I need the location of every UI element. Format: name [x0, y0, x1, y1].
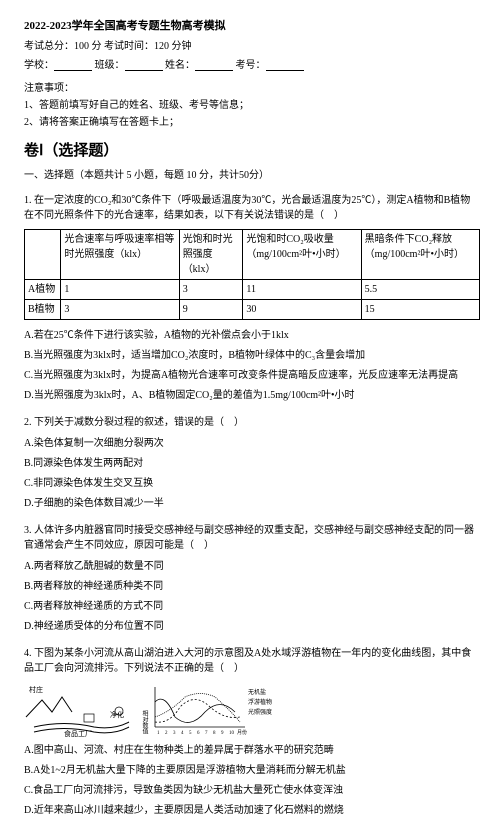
svg-text:2: 2	[165, 731, 168, 736]
svg-text:食品工厂: 食品工厂	[64, 729, 92, 737]
exam-meta: 考试总分：100 分 考试时间：120 分钟	[24, 39, 480, 54]
svg-text:7: 7	[205, 731, 208, 736]
q1-stem: 1. 在一定浓度的CO₂和30℃条件下（呼吸最适温度为30℃，光合最适温度为25…	[24, 193, 480, 223]
label-school: 学校：	[24, 58, 54, 73]
section-1-sub: 一、选择题（本题共计 5 小题，每题 10 分，共计50分）	[24, 168, 480, 183]
cell: B植物	[25, 300, 61, 320]
svg-text:光照强度: 光照强度	[248, 708, 272, 716]
line-chart-icon: 相对数值 1 2 3 4 5 6 7 8 9 10 月份 无机盐 浮游植物 光照…	[140, 682, 280, 737]
q4-stem: 4. 下图为某条小河流从高山湖泊进入大河的示意图及A处水域浮游植物在一年内的变化…	[24, 646, 480, 676]
q1-table: 光合速率与呼吸速率相等时光照强度（klx） 光饱和时光照强度（klx） 光饱和时…	[24, 229, 480, 320]
cell: 光饱和时CO₂吸收量（mg/100cm²叶•小时）	[243, 230, 361, 280]
cell: 5.5	[361, 280, 479, 300]
q1-opt-c: C.当光照强度为3klx时，为提高A植物光合速率可改变条件提高暗反应速率，光反应…	[24, 368, 480, 383]
q1-opt-b: B.当光照强度为3klx时，适当增加CO₂浓度时，B植物叶绿体中的C₃含量会增加	[24, 348, 480, 363]
cell: A植物	[25, 280, 61, 300]
q2-opt-b: B.同源染色体发生两两配对	[24, 456, 480, 471]
scene-diagram-icon: 村庄 食品工厂 净化	[24, 682, 134, 737]
q3-opt-d: D.神经递质受体的分布位置不同	[24, 619, 480, 634]
question-1: 1. 在一定浓度的CO₂和30℃条件下（呼吸最适温度为30℃，光合最适温度为25…	[24, 193, 480, 403]
blank-name[interactable]	[195, 60, 233, 71]
q4-figure: 村庄 食品工厂 净化 相对数值 1 2 3 4 5 6 7 8 9 10 月	[24, 682, 480, 737]
q3-opt-a: A.两者释放乙酰胆碱的数量不同	[24, 559, 480, 574]
cell: 15	[361, 300, 479, 320]
svg-text:10: 10	[229, 731, 235, 736]
table-row: A植物 1 3 11 5.5	[25, 280, 480, 300]
exam-title: 2022-2023学年全国高考专题生物高考模拟	[24, 18, 480, 35]
svg-text:5: 5	[189, 731, 192, 736]
question-4: 4. 下图为某条小河流从高山湖泊进入大河的示意图及A处水域浮游植物在一年内的变化…	[24, 646, 480, 818]
q3-stem: 3. 人体许多内脏器官同时接受交感神经与副交感神经的双重支配，交感神经与副交感神…	[24, 523, 480, 553]
cell: 3	[61, 300, 179, 320]
question-2: 2. 下列关于减数分裂过程的叙述，错误的是（ ） A.染色体复制一次细胞分裂两次…	[24, 415, 480, 511]
cell: 光饱和时光照强度（klx）	[179, 230, 243, 280]
q2-opt-a: A.染色体复制一次细胞分裂两次	[24, 436, 480, 451]
q2-stem: 2. 下列关于减数分裂过程的叙述，错误的是（ ）	[24, 415, 480, 430]
question-3: 3. 人体许多内脏器官同时接受交感神经与副交感神经的双重支配，交感神经与副交感神…	[24, 523, 480, 634]
svg-text:相对数值: 相对数值	[141, 709, 148, 735]
q2-opt-d: D.子细胞的染色体数目减少一半	[24, 496, 480, 511]
blank-class[interactable]	[125, 60, 163, 71]
blank-school[interactable]	[54, 60, 92, 71]
cell	[25, 230, 61, 280]
section-1-heading: 卷Ⅰ（选择题）	[24, 140, 480, 163]
svg-text:村庄: 村庄	[29, 685, 43, 694]
svg-text:月份: 月份	[237, 729, 247, 736]
q2-opt-c: C.非同源染色体发生交叉互换	[24, 476, 480, 491]
table-row: B植物 3 9 30 15	[25, 300, 480, 320]
cell: 黑暗条件下CO₂释放（mg/100cm²叶•小时）	[361, 230, 479, 280]
cell: 9	[179, 300, 243, 320]
cell: 3	[179, 280, 243, 300]
q4-opt-b: B.A处1~2月无机盐大量下降的主要原因是浮游植物大量消耗而分解无机盐	[24, 763, 480, 778]
q3-opt-b: B.两者释放的神经递质种类不同	[24, 579, 480, 594]
form-line: 学校： 班级： 姓名： 考号：	[24, 58, 480, 73]
q4-opt-a: A.图中高山、河流、村庄在生物种类上的差异属于群落水平的研究范畴	[24, 743, 480, 758]
q4-opt-d: D.近年来高山冰川越来越少，主要原因是人类活动加速了化石燃料的燃烧	[24, 803, 480, 818]
svg-text:无机盐: 无机盐	[248, 688, 266, 696]
svg-text:8: 8	[213, 731, 216, 736]
table-row: 光合速率与呼吸速率相等时光照强度（klx） 光饱和时光照强度（klx） 光饱和时…	[25, 230, 480, 280]
label-id: 考号：	[236, 58, 266, 73]
q1-opt-d: D.当光照强度为3klx时，A、B植物固定CO₂量的差值为1.5mg/100cm…	[24, 388, 480, 403]
cell: 11	[243, 280, 361, 300]
q3-opt-c: C.两者释放神经递质的方式不同	[24, 599, 480, 614]
label-class: 班级：	[95, 58, 125, 73]
label-name: 姓名：	[165, 58, 195, 73]
svg-text:3: 3	[173, 731, 176, 736]
blank-id[interactable]	[266, 60, 304, 71]
note-header: 注意事项：	[24, 81, 480, 96]
cell: 30	[243, 300, 361, 320]
cell: 1	[61, 280, 179, 300]
svg-text:1: 1	[157, 731, 160, 736]
svg-text:4: 4	[181, 731, 184, 736]
q4-opt-c: C.食品工厂向河流排污，导致鱼类因为缺少无机盐大量死亡使水体变浑浊	[24, 783, 480, 798]
note-1: 1、答题前填写好自己的姓名、班级、考号等信息；	[24, 98, 480, 113]
svg-text:9: 9	[221, 731, 224, 736]
note-2: 2、请将答案正确填写在答题卡上；	[24, 115, 480, 130]
svg-text:浮游植物: 浮游植物	[248, 698, 272, 706]
q1-opt-a: A.若在25℃条件下进行该实验，A植物的光补偿点会小于1klx	[24, 328, 480, 343]
cell: 光合速率与呼吸速率相等时光照强度（klx）	[61, 230, 179, 280]
svg-text:6: 6	[197, 731, 200, 736]
